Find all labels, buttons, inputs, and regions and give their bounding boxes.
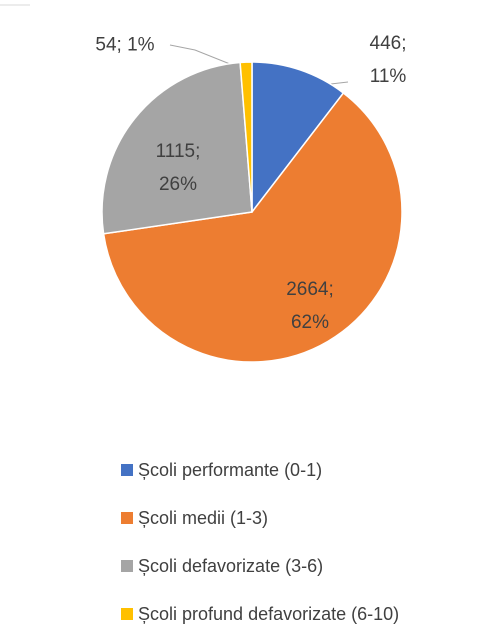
pie-slice [102,91,403,363]
data-label: 1115; 26% [155,141,201,195]
legend-swatch [121,608,133,620]
pie-slice [251,61,345,215]
legend-item: Școli medii (1-3) [121,494,399,542]
legend-swatch [121,560,133,572]
legend-swatch [121,512,133,524]
legend-item: Școli performante (0-1) [121,446,399,494]
data-label: 446; 11% [369,33,407,87]
legend-label: Școli profund defavorizate (6-10) [138,603,400,624]
pie-slice [101,61,253,235]
legend-item: Școli defavorizate (3-6) [121,542,399,590]
legend-label: Școli performante (0-1) [138,459,323,480]
legend-label: Școli defavorizate (3-6) [138,555,324,576]
data-label: 2664; 62% [286,279,334,333]
legend: Școli performante (0-1) Școli medii (1-3)… [121,446,399,638]
data-label: 54; 1% [95,34,155,56]
legend-item: Școli profund defavorizate (6-10) [121,590,399,638]
legend-label: Școli medii (1-3) [138,507,269,528]
pie-slice [239,61,253,213]
legend-swatch [121,464,133,476]
